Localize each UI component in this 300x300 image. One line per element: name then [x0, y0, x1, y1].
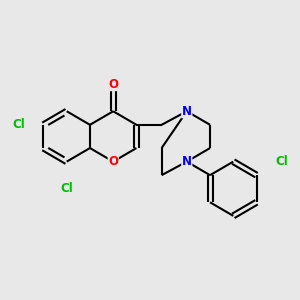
Text: Cl: Cl	[275, 155, 288, 168]
Text: N: N	[182, 155, 192, 168]
Text: Cl: Cl	[12, 118, 25, 131]
Text: Cl: Cl	[60, 182, 73, 195]
Text: N: N	[182, 105, 192, 118]
Text: O: O	[108, 78, 118, 91]
Text: O: O	[108, 155, 118, 168]
